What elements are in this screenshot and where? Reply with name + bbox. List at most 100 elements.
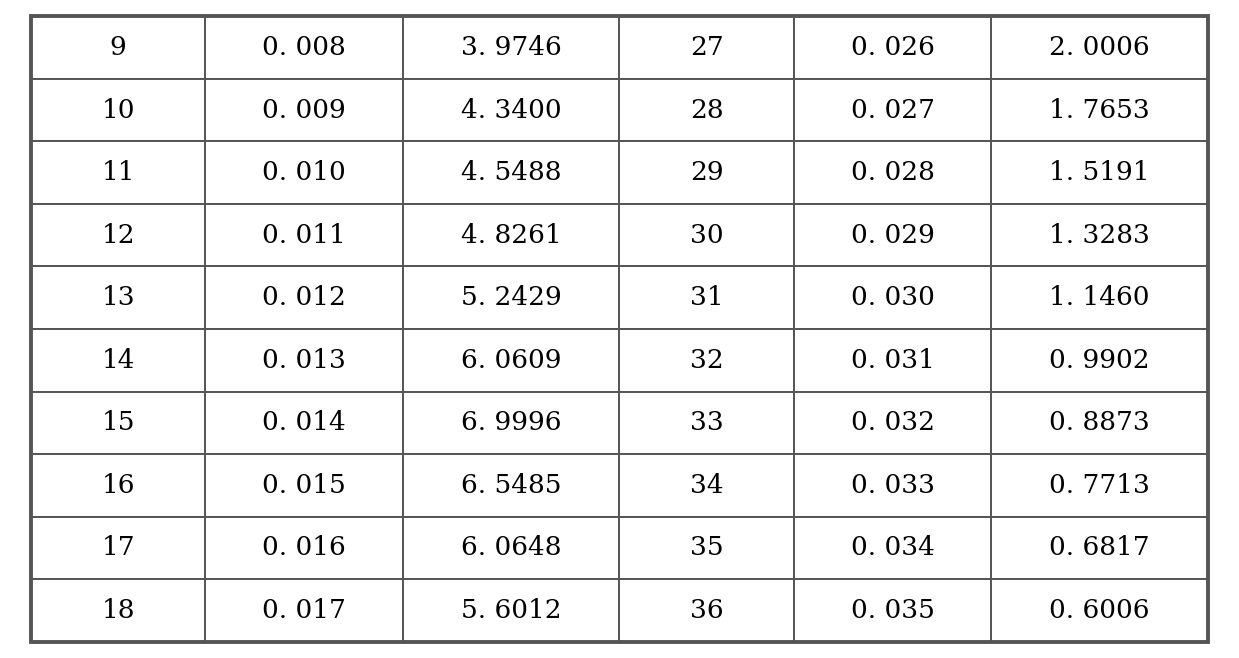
Bar [620,454,794,517]
Text: 14: 14 [102,348,135,372]
Bar [991,79,1208,141]
Bar [403,16,620,79]
Bar [206,329,403,392]
Text: 0. 015: 0. 015 [263,473,346,497]
Bar [31,204,206,266]
Text: 34: 34 [690,473,724,497]
Text: 9: 9 [110,36,126,60]
Bar [620,16,794,79]
Text: 0. 033: 0. 033 [851,473,934,497]
Text: 28: 28 [690,98,724,122]
Text: 6. 9996: 6. 9996 [461,411,561,435]
Text: 29: 29 [690,161,724,185]
Text: 16: 16 [102,473,135,497]
Text: 4. 5488: 4. 5488 [461,161,561,185]
Bar [31,141,206,204]
Bar [31,454,206,517]
Bar [403,392,620,454]
Text: 5. 2429: 5. 2429 [461,286,561,310]
Text: 0. 016: 0. 016 [263,536,346,560]
Bar [991,329,1208,392]
Text: 0. 035: 0. 035 [851,598,934,622]
Bar [206,517,403,579]
Bar [991,517,1208,579]
Text: 0. 011: 0. 011 [263,223,346,247]
Bar [991,454,1208,517]
Bar [620,266,794,329]
Text: 0. 009: 0. 009 [263,98,346,122]
Text: 0. 010: 0. 010 [263,161,346,185]
Text: 0. 008: 0. 008 [263,36,346,60]
Bar [403,204,620,266]
Bar [991,16,1208,79]
Text: 1. 1460: 1. 1460 [1049,286,1150,310]
Bar [794,579,991,642]
Bar [206,141,403,204]
Text: 31: 31 [690,286,724,310]
Text: 0. 013: 0. 013 [263,348,346,372]
Bar [620,329,794,392]
Text: 4. 3400: 4. 3400 [461,98,561,122]
Bar [620,141,794,204]
Bar [794,266,991,329]
Bar [31,517,206,579]
Bar [403,579,620,642]
Text: 17: 17 [102,536,135,560]
Text: 1. 7653: 1. 7653 [1049,98,1150,122]
Text: 0. 017: 0. 017 [263,598,346,622]
Bar [794,141,991,204]
Text: 0. 027: 0. 027 [851,98,934,122]
Bar [794,79,991,141]
Bar [620,392,794,454]
Bar [991,392,1208,454]
Text: 1. 5191: 1. 5191 [1049,161,1150,185]
Bar [403,454,620,517]
Bar [31,16,206,79]
Text: 27: 27 [690,36,724,60]
Text: 36: 36 [690,598,724,622]
Text: 0. 6817: 0. 6817 [1049,536,1150,560]
Bar [794,517,991,579]
Text: 5. 6012: 5. 6012 [461,598,561,622]
Bar [794,329,991,392]
Text: 11: 11 [102,161,135,185]
Bar [31,266,206,329]
Bar [403,517,620,579]
Bar [991,204,1208,266]
Bar [794,204,991,266]
Bar [403,79,620,141]
Text: 15: 15 [102,411,135,435]
Bar [620,579,794,642]
Text: 4. 8261: 4. 8261 [461,223,561,247]
Bar [794,454,991,517]
Bar [620,79,794,141]
Bar [31,392,206,454]
Text: 0. 9902: 0. 9902 [1049,348,1150,372]
Bar [794,16,991,79]
Bar [31,329,206,392]
Bar [991,266,1208,329]
Text: 0. 7713: 0. 7713 [1049,473,1150,497]
Bar [206,204,403,266]
Bar [403,141,620,204]
Bar [794,392,991,454]
Bar [206,454,403,517]
Text: 33: 33 [690,411,724,435]
Bar [403,266,620,329]
Bar [991,579,1208,642]
Text: 0. 8873: 0. 8873 [1049,411,1150,435]
Text: 13: 13 [102,286,135,310]
Text: 6. 5485: 6. 5485 [461,473,561,497]
Bar [206,392,403,454]
Bar [206,266,403,329]
Text: 1. 3283: 1. 3283 [1049,223,1150,247]
Text: 0. 026: 0. 026 [851,36,934,60]
Text: 32: 32 [690,348,724,372]
Text: 35: 35 [690,536,724,560]
Bar [403,329,620,392]
Text: 12: 12 [102,223,135,247]
Text: 0. 032: 0. 032 [851,411,934,435]
Text: 2. 0006: 2. 0006 [1049,36,1150,60]
Text: 10: 10 [102,98,135,122]
Bar [620,517,794,579]
